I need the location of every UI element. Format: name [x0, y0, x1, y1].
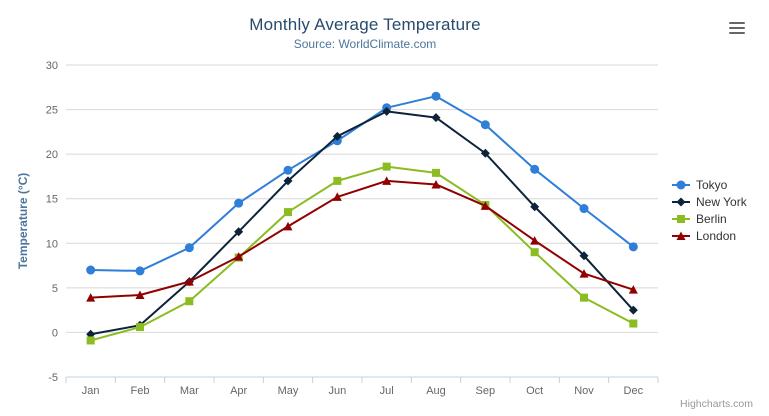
- point-new-york-jul[interactable]: [382, 106, 392, 116]
- y-tick-label: 10: [46, 238, 58, 250]
- point-new-york-may[interactable]: [283, 176, 293, 186]
- point-london-jan[interactable]: [86, 293, 96, 302]
- legend-label: Berlin: [696, 211, 727, 226]
- point-new-york-oct[interactable]: [530, 202, 540, 212]
- legend-label: New York: [696, 194, 747, 209]
- point-tokyo-mar[interactable]: [184, 243, 194, 253]
- x-tick-label: May: [278, 385, 299, 397]
- point-berlin-nov[interactable]: [580, 293, 588, 302]
- series-new-york-line: [89, 110, 635, 336]
- point-tokyo-dec[interactable]: [628, 242, 638, 252]
- point-london-mar[interactable]: [184, 277, 194, 286]
- point-berlin-jul[interactable]: [382, 162, 391, 171]
- point-berlin-jun[interactable]: [333, 176, 342, 185]
- legend-label: Tokyo: [696, 177, 728, 192]
- x-tick-label: Aug: [426, 385, 446, 397]
- x-tick-label: Apr: [230, 385, 247, 397]
- legend-item-new-york[interactable]: New York: [671, 193, 747, 210]
- point-berlin-aug[interactable]: [432, 168, 440, 177]
- x-axis-ticks: [65, 377, 659, 383]
- x-tick-label: Jan: [82, 385, 100, 397]
- legend-marker-london-icon: [672, 231, 690, 240]
- series-tokyo-line: [89, 95, 635, 272]
- legend-item-berlin[interactable]: Berlin: [671, 210, 747, 227]
- point-london-sep[interactable]: [480, 201, 490, 210]
- point-new-york-nov[interactable]: [579, 251, 589, 261]
- point-london-may[interactable]: [283, 221, 293, 231]
- point-tokyo-apr[interactable]: [234, 198, 244, 208]
- y-tick-label: 30: [46, 60, 58, 72]
- y-tick-label: 15: [46, 194, 58, 206]
- credits-link[interactable]: Highcharts.com: [680, 398, 753, 410]
- x-tick-label: Oct: [526, 385, 543, 397]
- point-tokyo-jan[interactable]: [86, 265, 96, 275]
- x-tick-label: Dec: [624, 385, 644, 397]
- legend-item-tokyo[interactable]: Tokyo: [671, 176, 747, 193]
- point-tokyo-may[interactable]: [283, 165, 293, 175]
- point-london-dec[interactable]: [628, 285, 638, 294]
- x-axis-labels: Jan Feb Mar Apr May Jun Jul Aug Sep Oct Nov Dec: [82, 385, 644, 397]
- point-berlin-mar[interactable]: [185, 297, 194, 306]
- point-london-aug[interactable]: [431, 179, 441, 189]
- chart-context-menu-button[interactable]: [727, 19, 749, 37]
- point-new-york-dec[interactable]: [628, 305, 638, 315]
- point-new-york-aug[interactable]: [431, 113, 441, 123]
- x-tick-label: Jul: [380, 385, 394, 397]
- point-new-york-sep[interactable]: [480, 148, 490, 158]
- point-berlin-feb[interactable]: [136, 323, 144, 332]
- y-grid: [66, 64, 658, 333]
- point-london-jul[interactable]: [382, 176, 392, 185]
- x-tick-label: Mar: [180, 385, 199, 397]
- legend: Tokyo New York Berlin London: [671, 176, 747, 244]
- legend-marker-berlin-icon: [672, 214, 690, 223]
- legend-symbol-new-york: [676, 197, 686, 206]
- y-axis-title: Temperature (°C): [16, 173, 30, 270]
- y-axis-labels: -5 0 5 10 15 20 25 30: [46, 60, 58, 384]
- point-london-jun[interactable]: [332, 192, 342, 201]
- y-tick-label: 0: [52, 327, 58, 339]
- x-tick-label: Nov: [574, 385, 594, 397]
- legend-symbol-london: [676, 231, 686, 240]
- point-new-york-apr[interactable]: [234, 227, 244, 237]
- y-tick-label: 20: [46, 149, 58, 161]
- x-tick-label: Feb: [131, 385, 150, 397]
- chart-title: Monthly Average Temperature: [249, 15, 481, 34]
- point-london-oct[interactable]: [530, 236, 540, 245]
- point-berlin-may[interactable]: [284, 208, 292, 217]
- point-tokyo-sep[interactable]: [480, 120, 490, 130]
- point-tokyo-oct[interactable]: [530, 164, 540, 174]
- series-london-line: [89, 179, 635, 299]
- series-new-york: [86, 106, 638, 339]
- legend-marker-tokyo-icon: [672, 180, 690, 189]
- series-tokyo: [86, 91, 638, 276]
- point-berlin-dec[interactable]: [629, 319, 638, 328]
- legend-item-london[interactable]: London: [671, 227, 747, 244]
- point-tokyo-nov[interactable]: [579, 204, 589, 214]
- legend-symbol-tokyo: [676, 180, 686, 189]
- point-london-apr[interactable]: [234, 252, 244, 261]
- hamburger-icon: [729, 21, 747, 35]
- y-tick-label: -5: [48, 372, 58, 384]
- x-tick-label: Jun: [328, 385, 346, 397]
- legend-symbol-berlin: [677, 214, 685, 223]
- y-tick-label: 25: [46, 105, 58, 117]
- point-new-york-jun[interactable]: [332, 131, 342, 141]
- legend-marker-new-york-icon: [672, 197, 690, 206]
- point-berlin-jan[interactable]: [86, 336, 95, 345]
- point-berlin-oct[interactable]: [530, 248, 539, 257]
- series-berlin-line: [89, 165, 635, 342]
- point-tokyo-aug[interactable]: [431, 91, 441, 101]
- point-london-feb[interactable]: [135, 290, 145, 299]
- chart-subtitle: Source: WorldClimate.com: [293, 37, 437, 51]
- legend-label: London: [696, 228, 737, 243]
- point-london-nov[interactable]: [579, 269, 589, 278]
- y-tick-label: 5: [52, 283, 58, 295]
- point-tokyo-feb[interactable]: [135, 266, 145, 276]
- x-tick-label: Sep: [476, 385, 496, 397]
- series-london: [86, 176, 638, 302]
